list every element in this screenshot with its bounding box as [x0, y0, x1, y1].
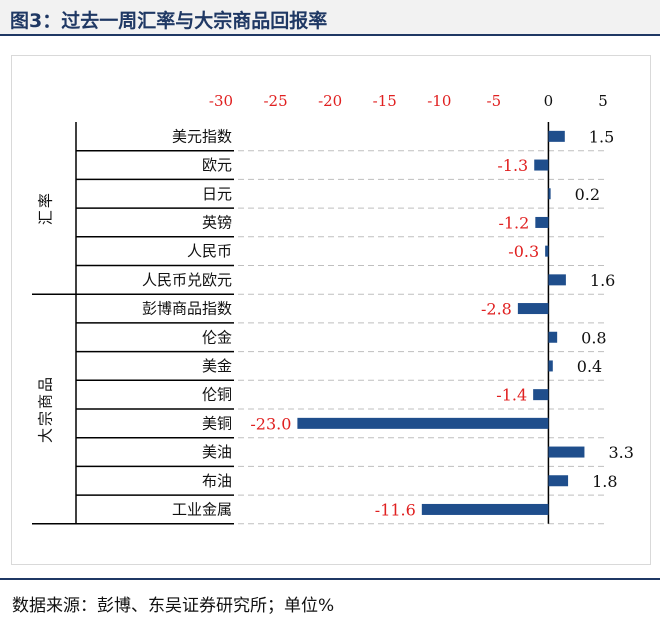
bar: [548, 446, 585, 458]
category-label: 美油: [202, 443, 232, 461]
category-label: 美金: [202, 357, 232, 375]
x-tick-label: 0: [544, 92, 554, 110]
x-tick-label: 5: [598, 92, 608, 110]
bar: [548, 130, 565, 142]
category-label: 伦金: [202, 328, 232, 346]
bar: [533, 389, 549, 401]
data-label: 0.8: [581, 328, 606, 347]
x-tick-label: -30: [209, 92, 233, 110]
category-label: 日元: [202, 185, 232, 203]
x-tick-label: -10: [427, 92, 451, 110]
bar-chart: -30 -25 -20 -15 -10 -5 0 5 美元指数欧元日元英镑人民币人民币兑欧元彭博…: [32, 92, 634, 525]
data-label: 1.8: [592, 472, 617, 491]
group-label: 汇率: [37, 191, 55, 225]
data-label: 1.6: [590, 271, 615, 290]
data-label: -11.6: [375, 500, 416, 519]
group-label: 大宗商品: [37, 375, 55, 443]
category-label: 工业金属: [172, 500, 232, 518]
source-note: 数据来源：彭博、东吴证券研究所；单位%: [12, 596, 335, 616]
bar: [548, 331, 558, 343]
category-label: 欧元: [202, 156, 232, 174]
title-bar: 图3：过去一周汇率与大宗商品回报率: [0, 0, 660, 36]
bar: [517, 303, 549, 315]
category-label: 人民币兑欧元: [142, 271, 232, 289]
x-tick-label: -5: [487, 92, 502, 110]
category-label: 人民币: [187, 242, 232, 260]
category-label: 布油: [202, 472, 232, 490]
category-label: 英镑: [202, 213, 232, 231]
bar: [548, 475, 569, 487]
category-label: 美元指数: [172, 127, 232, 145]
bar: [535, 216, 549, 228]
category-label: 彭博商品指数: [142, 300, 232, 318]
x-tick-label: -15: [373, 92, 397, 110]
data-label: 3.3: [608, 443, 633, 462]
x-tick-label: -20: [318, 92, 342, 110]
category-label: 美铜: [202, 414, 232, 432]
footer-divider: [0, 578, 660, 580]
chart-title: 图3：过去一周汇率与大宗商品回报率: [10, 10, 328, 32]
data-label: -1.3: [497, 156, 528, 175]
category-label: 伦铜: [202, 386, 232, 404]
data-label: -1.4: [496, 386, 527, 405]
data-label: 0.2: [575, 185, 600, 204]
data-label: -0.3: [508, 242, 539, 261]
data-label: 1.5: [589, 127, 614, 146]
bar: [548, 360, 553, 372]
x-tick-label: -25: [263, 92, 287, 110]
bar: [545, 245, 549, 257]
data-label: -1.2: [498, 213, 529, 232]
bar: [548, 274, 566, 286]
bar: [297, 417, 549, 429]
bar: [548, 188, 551, 200]
data-label: -2.8: [481, 300, 512, 319]
data-label: -23.0: [250, 414, 291, 433]
data-label: 0.4: [577, 357, 602, 376]
bar: [534, 159, 549, 171]
bar: [421, 503, 549, 515]
